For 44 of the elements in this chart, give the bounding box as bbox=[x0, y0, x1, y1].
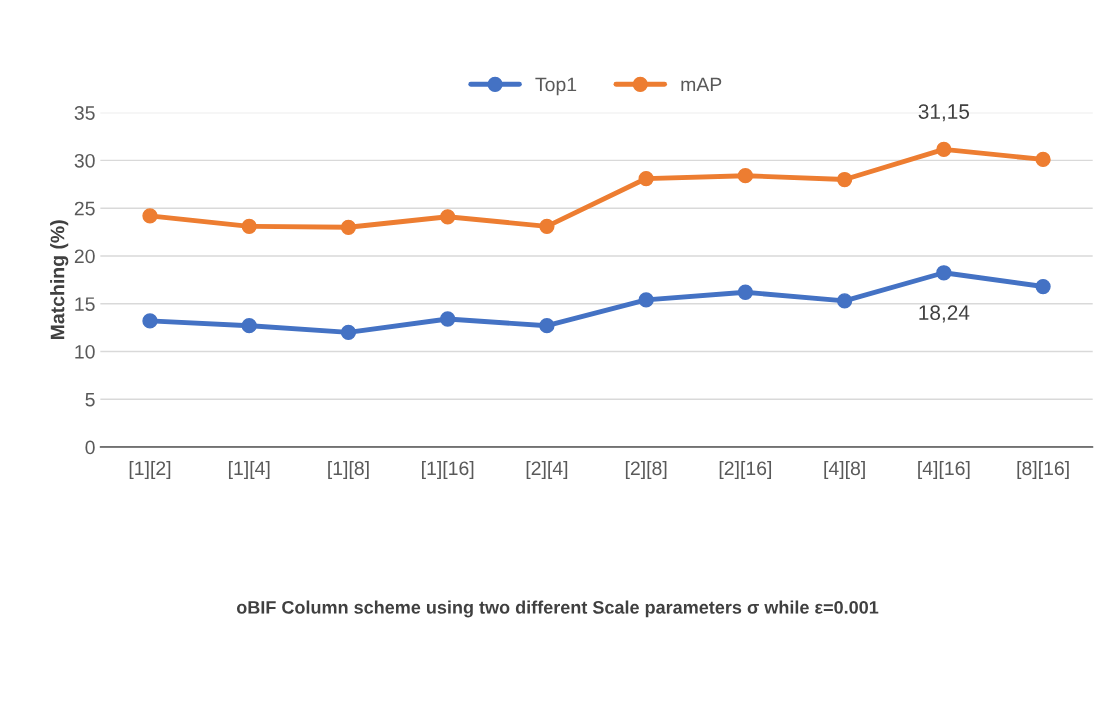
legend-label: Top1 bbox=[535, 77, 577, 96]
point bbox=[440, 209, 456, 225]
x-tick-label: [8][16] bbox=[1017, 460, 1069, 480]
point bbox=[1035, 151, 1051, 168]
point bbox=[638, 292, 654, 308]
point bbox=[1035, 278, 1051, 295]
x-tick-label: [2][4] bbox=[526, 460, 568, 480]
point bbox=[340, 219, 357, 235]
y-tick-label: 10 bbox=[75, 344, 95, 359]
x-tick-label: [4][8] bbox=[824, 460, 865, 480]
legend-label: mAP bbox=[681, 77, 722, 92]
point bbox=[936, 265, 952, 281]
point bbox=[638, 170, 654, 187]
y-tick-label: 35 bbox=[74, 106, 95, 120]
y-tick-label: 30 bbox=[74, 153, 95, 168]
point bbox=[539, 218, 555, 234]
text: oBIF Column scheme using two different Scale parameters σ while ε=0.001 bbox=[236, 600, 879, 618]
point bbox=[737, 284, 754, 300]
y-tick-label: 15 bbox=[75, 297, 95, 311]
x-tick-label: [1][2] bbox=[129, 460, 171, 480]
y-tick-label: 0 bbox=[85, 440, 95, 455]
point bbox=[836, 171, 853, 188]
point bbox=[539, 318, 555, 334]
x-tick-label: [1][8] bbox=[328, 460, 369, 480]
y-tick-label: 20 bbox=[74, 249, 95, 264]
point bbox=[936, 141, 952, 158]
annotation: 18,24 bbox=[919, 305, 970, 323]
point bbox=[142, 208, 158, 224]
point bbox=[241, 218, 257, 234]
point bbox=[142, 313, 158, 329]
x-tick-label: [2][16] bbox=[719, 460, 772, 480]
x-tick-label: [2][8] bbox=[625, 460, 667, 480]
point bbox=[737, 168, 754, 184]
x-tick-label: [1][4] bbox=[228, 460, 270, 480]
point bbox=[440, 311, 456, 327]
point bbox=[340, 324, 357, 341]
y-tick-label: 5 bbox=[85, 392, 95, 407]
x-tick-label: [1][16] bbox=[422, 460, 474, 480]
point bbox=[241, 318, 257, 334]
x-tick-label: [4][16] bbox=[918, 460, 970, 480]
y-tick-label: 25 bbox=[74, 201, 95, 216]
y-axis-title: Matching (%) bbox=[50, 220, 69, 340]
point bbox=[836, 293, 853, 309]
annotation: 31,15 bbox=[918, 104, 970, 122]
